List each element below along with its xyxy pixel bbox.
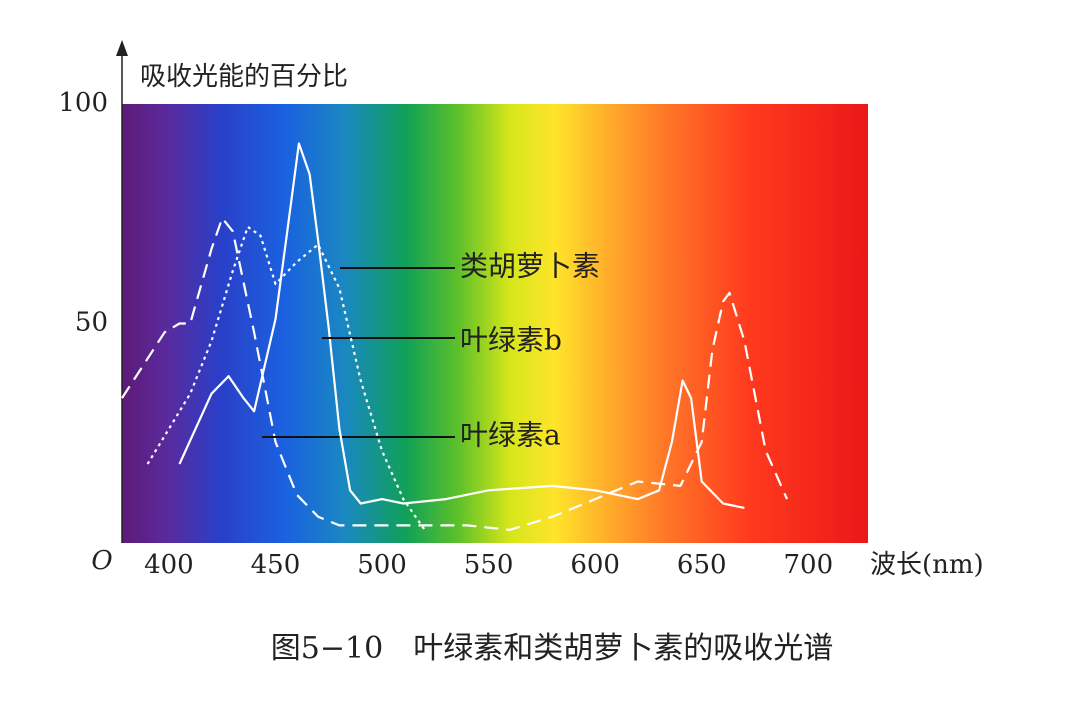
plot-background xyxy=(122,104,868,543)
series-line xyxy=(178,142,745,509)
series-label: 叶绿素a xyxy=(460,419,561,452)
x-tick-label: 450 xyxy=(251,550,301,580)
x-axis-title: 波长(nm) xyxy=(870,550,984,580)
caption: 图5−10 叶绿素和类胡萝卜素的吸收光谱 xyxy=(271,631,833,666)
y-tick-label: 50 xyxy=(75,308,108,338)
x-tick-label: 500 xyxy=(357,550,407,580)
y-tick-label: 100 xyxy=(58,88,108,118)
x-tick-label: 550 xyxy=(464,550,514,580)
x-tick-label: 400 xyxy=(144,550,194,580)
origin-label: O xyxy=(91,546,112,576)
series-line xyxy=(121,217,789,531)
y-axis-title: 吸收光能的百分比 xyxy=(140,62,348,92)
series-line xyxy=(146,225,426,531)
y-axis-arrow xyxy=(116,40,128,56)
x-tick-label: 700 xyxy=(783,550,833,580)
series-label: 叶绿素b xyxy=(460,324,562,357)
x-tick-label: 650 xyxy=(677,550,727,580)
x-tick-label: 600 xyxy=(570,550,620,580)
series-label: 类胡萝卜素 xyxy=(460,250,600,283)
